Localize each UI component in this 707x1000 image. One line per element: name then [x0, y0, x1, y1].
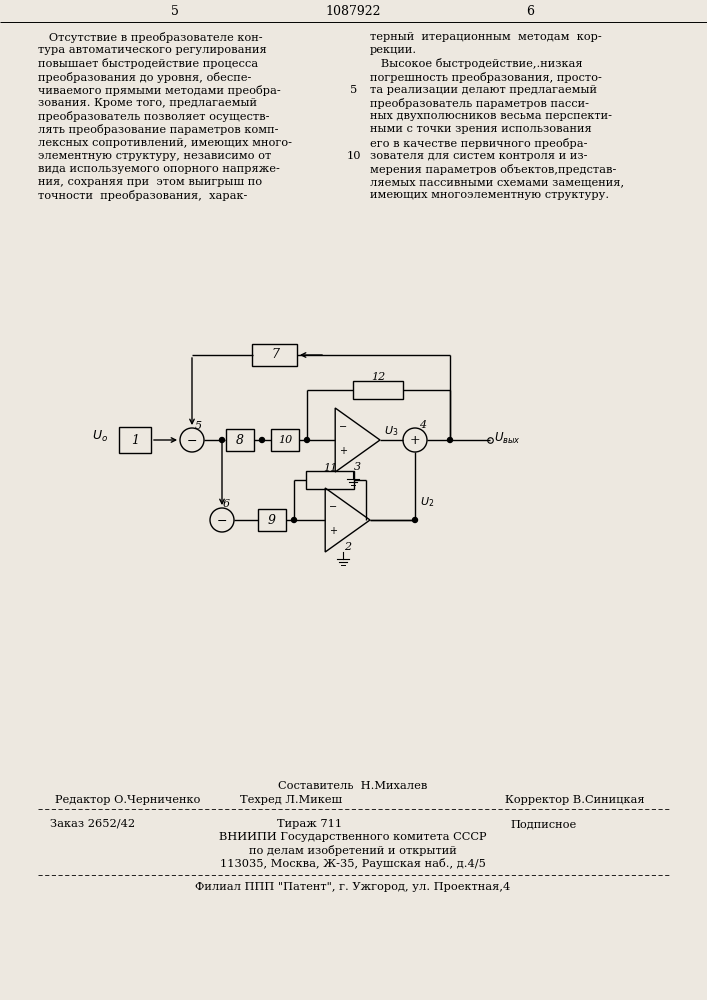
Text: зования. Кроме того, предлагаемый: зования. Кроме того, предлагаемый: [38, 98, 257, 108]
Text: преобразования до уровня, обеспе-: преобразования до уровня, обеспе-: [38, 72, 252, 83]
Text: 10: 10: [278, 435, 292, 445]
Text: 12: 12: [371, 372, 385, 382]
Text: −: −: [217, 514, 227, 528]
Bar: [306, 471, 354, 489]
Text: лять преобразование параметров комп-: лять преобразование параметров комп-: [38, 124, 279, 135]
Text: Корректор В.Синицкая: Корректор В.Синицкая: [505, 795, 645, 805]
Text: −: −: [187, 434, 197, 448]
Circle shape: [448, 438, 452, 442]
Text: имеющих многоэлементную структуру.: имеющих многоэлементную структуру.: [370, 190, 609, 200]
Bar: [252, 344, 298, 366]
Text: 5: 5: [194, 421, 201, 431]
Circle shape: [305, 438, 310, 442]
Text: преобразователь параметров пасси-: преобразователь параметров пасси-: [370, 98, 589, 109]
Text: элементную структуру, независимо от: элементную структуру, независимо от: [38, 151, 271, 161]
Circle shape: [259, 438, 264, 442]
Text: ных двухполюсников весьма перспекти-: ных двухполюсников весьма перспекти-: [370, 111, 612, 121]
Text: +: +: [339, 446, 347, 456]
Text: 11: 11: [323, 463, 337, 473]
Text: погрешность преобразования, просто-: погрешность преобразования, просто-: [370, 72, 602, 83]
Text: Составитель  Н.Михалев: Составитель Н.Михалев: [279, 781, 428, 791]
Text: Редактор О.Черниченко: Редактор О.Черниченко: [55, 795, 200, 805]
Text: рекции.: рекции.: [370, 45, 417, 55]
Bar: [119, 427, 151, 453]
Text: Техред Л.Микеш: Техред Л.Микеш: [240, 795, 342, 805]
Text: 4: 4: [419, 420, 426, 430]
Text: 5: 5: [351, 85, 358, 95]
Circle shape: [219, 438, 225, 442]
Text: Подписное: Подписное: [510, 819, 576, 829]
Circle shape: [412, 518, 418, 522]
Text: ния, сохраняя при  этом выигрыш по: ния, сохраняя при этом выигрыш по: [38, 177, 262, 187]
Text: 10: 10: [346, 151, 361, 161]
Text: Заказ 2652/42: Заказ 2652/42: [50, 819, 135, 829]
Text: 8: 8: [236, 434, 244, 446]
Text: преобразователь позволяет осуществ-: преобразователь позволяет осуществ-: [38, 111, 269, 122]
Text: +: +: [329, 526, 337, 536]
Bar: [271, 429, 299, 451]
Text: 3: 3: [354, 462, 361, 472]
Text: 113035, Москва, Ж-35, Раушская наб., д.4/5: 113035, Москва, Ж-35, Раушская наб., д.4…: [220, 858, 486, 869]
Text: мерения параметров объектов,представ-: мерения параметров объектов,представ-: [370, 164, 617, 175]
Text: 7: 7: [271, 349, 279, 361]
Bar: [258, 509, 286, 531]
Text: $U_2$: $U_2$: [420, 495, 434, 509]
Text: Тираж 711: Тираж 711: [277, 819, 343, 829]
Text: вида используемого опорного напряже-: вида используемого опорного напряже-: [38, 164, 280, 174]
Text: 9: 9: [268, 514, 276, 526]
Text: та реализации делают предлагаемый: та реализации делают предлагаемый: [370, 85, 597, 95]
Text: 5: 5: [171, 5, 179, 18]
Text: 6: 6: [223, 499, 230, 509]
Text: Отсутствие в преобразователе кон-: Отсутствие в преобразователе кон-: [38, 32, 262, 43]
Text: зователя для систем контроля и из-: зователя для систем контроля и из-: [370, 151, 588, 161]
Text: −: −: [339, 422, 347, 432]
Text: Высокое быстродействие,.низкая: Высокое быстродействие,.низкая: [370, 58, 583, 69]
Text: +: +: [409, 434, 421, 448]
Text: −: −: [329, 502, 337, 512]
Text: чиваемого прямыми методами преобра-: чиваемого прямыми методами преобра-: [38, 85, 281, 96]
Bar: [226, 429, 254, 451]
Text: терный  итерационным  методам  кор-: терный итерационным методам кор-: [370, 32, 602, 42]
Bar: [354, 381, 404, 399]
Text: ными с точки зрения использования: ными с точки зрения использования: [370, 124, 592, 134]
Text: повышает быстродействие процесса: повышает быстродействие процесса: [38, 58, 258, 69]
Text: $U_3$: $U_3$: [384, 424, 398, 438]
Text: Филиал ППП "Патент", г. Ужгород, ул. Проектная,4: Филиал ППП "Патент", г. Ужгород, ул. Про…: [195, 882, 510, 892]
Circle shape: [291, 518, 296, 522]
Text: тура автоматического регулирования: тура автоматического регулирования: [38, 45, 267, 55]
Text: ВНИИПИ Государственного комитета СССР: ВНИИПИ Государственного комитета СССР: [219, 832, 486, 842]
Text: 1087922: 1087922: [325, 5, 381, 18]
Text: 1: 1: [131, 434, 139, 446]
Text: $U_{вых}$: $U_{вых}$: [494, 430, 521, 446]
Text: $U_o$: $U_o$: [92, 428, 108, 444]
Text: лексных сопротивлений, имеющих много-: лексных сопротивлений, имеющих много-: [38, 138, 292, 148]
Text: точности  преобразования,  харак-: точности преобразования, харак-: [38, 190, 247, 201]
Text: по делам изобретений и открытий: по делам изобретений и открытий: [249, 845, 457, 856]
Text: 2: 2: [344, 542, 351, 552]
Text: ляемых пассивными схемами замещения,: ляемых пассивными схемами замещения,: [370, 177, 624, 187]
Text: 6: 6: [526, 5, 534, 18]
Text: его в качестве первичного преобра-: его в качестве первичного преобра-: [370, 138, 588, 149]
